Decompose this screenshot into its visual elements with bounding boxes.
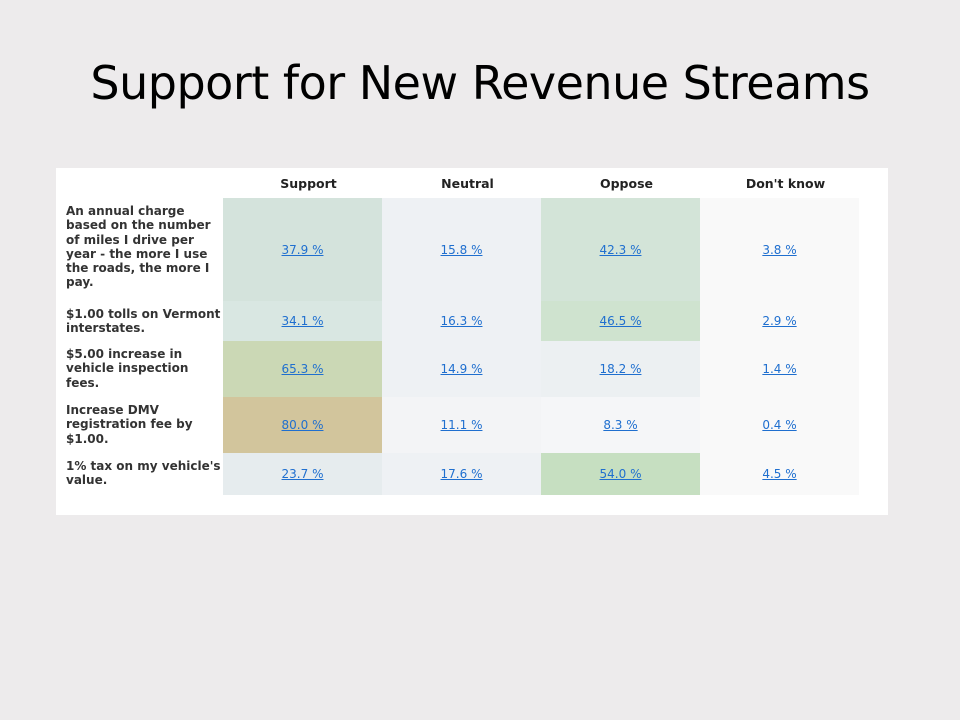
row-label: An annual charge based on the number of … (66, 204, 211, 290)
cell-oppose: 46.5 % (541, 301, 700, 341)
slide-title: Support for New Revenue Streams (90, 56, 870, 110)
header-support: Support (280, 175, 337, 191)
support-percent-link[interactable]: 80.0 % (281, 418, 324, 432)
cell-dont-know: 3.8 % (700, 198, 859, 301)
cell-neutral: 11.1 % (382, 397, 541, 453)
cell-support: 23.7 % (223, 453, 382, 495)
neutral-percent-link[interactable]: 17.6 % (440, 467, 483, 481)
table-row: An annual charge based on the number of … (62, 198, 866, 301)
neutral-percent-link[interactable]: 16.3 % (440, 314, 483, 328)
support-percent-link[interactable]: 37.9 % (281, 242, 324, 257)
cell-neutral: 16.3 % (382, 301, 541, 341)
oppose-percent-link[interactable]: 18.2 % (599, 362, 642, 376)
cell-dont-know: 0.4 % (700, 397, 859, 453)
header-dont-know: Don't know (745, 175, 826, 191)
cell-neutral: 17.6 % (382, 453, 541, 495)
cell-neutral: 15.8 % (382, 198, 541, 301)
neutral-percent-link[interactable]: 11.1 % (440, 418, 483, 432)
header-oppose: Oppose (599, 175, 654, 191)
oppose-percent-link[interactable]: 46.5 % (599, 314, 642, 328)
row-label: Increase DMV registration fee by $1.00. (66, 403, 193, 446)
oppose-percent-link[interactable]: 54.0 % (599, 467, 642, 481)
table-grid: Support Neutral Oppose Don't know An ann… (62, 168, 866, 495)
neutral-percent-link[interactable]: 15.8 % (440, 242, 483, 257)
table-row: $5.00 increase in vehicle inspection fee… (62, 341, 866, 397)
oppose-percent-link[interactable]: 8.3 % (603, 418, 638, 432)
oppose-percent-link[interactable]: 42.3 % (599, 242, 642, 257)
dont-know-percent-link[interactable]: 3.8 % (762, 242, 797, 257)
cell-dont-know: 4.5 % (700, 453, 859, 495)
cell-support: 37.9 % (223, 198, 382, 301)
neutral-percent-link[interactable]: 14.9 % (440, 362, 483, 376)
cell-oppose: 42.3 % (541, 198, 700, 301)
dont-know-percent-link[interactable]: 2.9 % (762, 314, 797, 328)
table-row: 1% tax on my vehicle's value. 23.7 % 17.… (62, 453, 866, 495)
table-row: $1.00 tolls on Vermont interstates. 34.1… (62, 301, 866, 341)
dont-know-percent-link[interactable]: 1.4 % (762, 362, 797, 376)
cell-support: 34.1 % (223, 301, 382, 341)
support-percent-link[interactable]: 65.3 % (281, 362, 324, 376)
cell-support: 80.0 % (223, 397, 382, 453)
survey-results-table: Support Neutral Oppose Don't know An ann… (56, 168, 888, 515)
cell-oppose: 18.2 % (541, 341, 700, 397)
cell-oppose: 54.0 % (541, 453, 700, 495)
dont-know-percent-link[interactable]: 4.5 % (762, 467, 797, 481)
row-label: $5.00 increase in vehicle inspection fee… (66, 347, 189, 390)
cell-support: 65.3 % (223, 341, 382, 397)
table-header-row: Support Neutral Oppose Don't know (62, 168, 866, 198)
cell-neutral: 14.9 % (382, 341, 541, 397)
dont-know-percent-link[interactable]: 0.4 % (762, 418, 797, 432)
support-percent-link[interactable]: 34.1 % (281, 314, 324, 328)
row-label: 1% tax on my vehicle's value. (66, 459, 221, 488)
cell-dont-know: 1.4 % (700, 341, 859, 397)
cell-oppose: 8.3 % (541, 397, 700, 453)
cell-dont-know: 2.9 % (700, 301, 859, 341)
header-neutral: Neutral (441, 175, 494, 191)
table-row: Increase DMV registration fee by $1.00. … (62, 397, 866, 453)
support-percent-link[interactable]: 23.7 % (281, 467, 324, 481)
row-label: $1.00 tolls on Vermont interstates. (66, 307, 221, 336)
